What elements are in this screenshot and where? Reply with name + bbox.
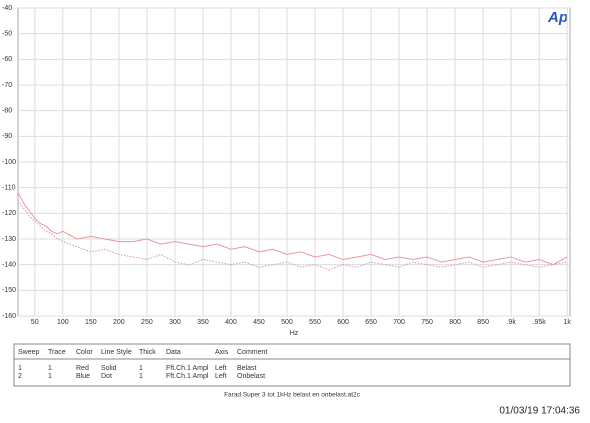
table-cell: 1	[48, 365, 52, 372]
table-cell: Left	[215, 373, 227, 380]
legend-entry: Belast	[237, 365, 257, 372]
x-axis-label: Hz	[290, 330, 299, 337]
x-tick-label: 500	[281, 319, 293, 326]
table-cell: Left	[215, 365, 227, 372]
x-tick-label: .95k	[533, 319, 547, 326]
x-tick-label: 850	[477, 319, 489, 326]
legend-table-frame	[13, 343, 571, 387]
x-tick-label: 800	[449, 319, 461, 326]
y-tick-label: -90	[2, 133, 12, 140]
x-tick-label: 350	[197, 319, 209, 326]
y-tick-label: -100	[2, 159, 16, 166]
x-tick-label: .9k	[506, 319, 516, 326]
y-tick-label: -70	[2, 82, 12, 89]
y-tick-label: -130	[2, 236, 16, 243]
x-tick-label: 300	[169, 319, 181, 326]
x-tick-label: 50	[31, 319, 39, 326]
x-tick-label: 650	[365, 319, 377, 326]
trace	[17, 200, 568, 271]
file-name: Farad Super 3 tot 1kHz belast en onbelas…	[224, 392, 361, 399]
table-header: Sweep	[18, 349, 40, 356]
table-cell: 1	[48, 373, 52, 380]
y-tick-label: -80	[2, 108, 12, 115]
x-tick-label: 1k	[563, 319, 571, 326]
table-cell: 2	[18, 373, 22, 380]
logo: Ap	[547, 9, 568, 26]
table-cell: Solid	[101, 365, 117, 372]
table-cell: Fft.Ch.1 Ampl	[166, 373, 209, 380]
x-tick-label: 250	[141, 319, 153, 326]
table-header: Line Style	[101, 349, 132, 356]
x-tick-label: 750	[421, 319, 433, 326]
legend-entry: Onbelast	[237, 373, 265, 380]
table-cell: Fft.Ch.1 Ampl	[166, 365, 209, 372]
y-tick-label: -160	[2, 313, 16, 320]
x-tick-label: 200	[113, 319, 125, 326]
y-tick-label: -60	[2, 56, 12, 63]
trace	[17, 192, 568, 266]
x-tick-label: 550	[309, 319, 321, 326]
table-cell: 1	[139, 373, 143, 380]
table-cell: Red	[76, 365, 89, 372]
x-tick-label: 400	[225, 319, 237, 326]
y-tick-label: -40	[2, 5, 12, 12]
x-tick-label: 700	[393, 319, 405, 326]
table-cell: Blue	[76, 373, 90, 380]
y-tick-label: -120	[2, 210, 16, 217]
y-tick-label: -150	[2, 287, 16, 294]
y-tick-label: -140	[2, 262, 16, 269]
table-header: Trace	[48, 349, 66, 356]
table-cell: Dot	[101, 373, 112, 380]
table-cell: 1	[139, 365, 143, 372]
x-tick-label: 150	[85, 319, 97, 326]
timestamp: 01/03/19 17:04:36	[499, 406, 580, 417]
x-tick-label: 450	[253, 319, 265, 326]
table-header: Axis	[215, 349, 229, 356]
x-tick-label: 100	[57, 319, 69, 326]
table-header: Color	[76, 349, 93, 356]
table-header: Comment	[237, 349, 267, 356]
table-header: Data	[166, 349, 181, 356]
y-tick-label: -110	[2, 185, 16, 192]
table-header: Thick	[139, 349, 156, 356]
x-tick-label: 600	[337, 319, 349, 326]
y-tick-label: -50	[2, 31, 12, 38]
table-cell: 1	[18, 365, 22, 372]
